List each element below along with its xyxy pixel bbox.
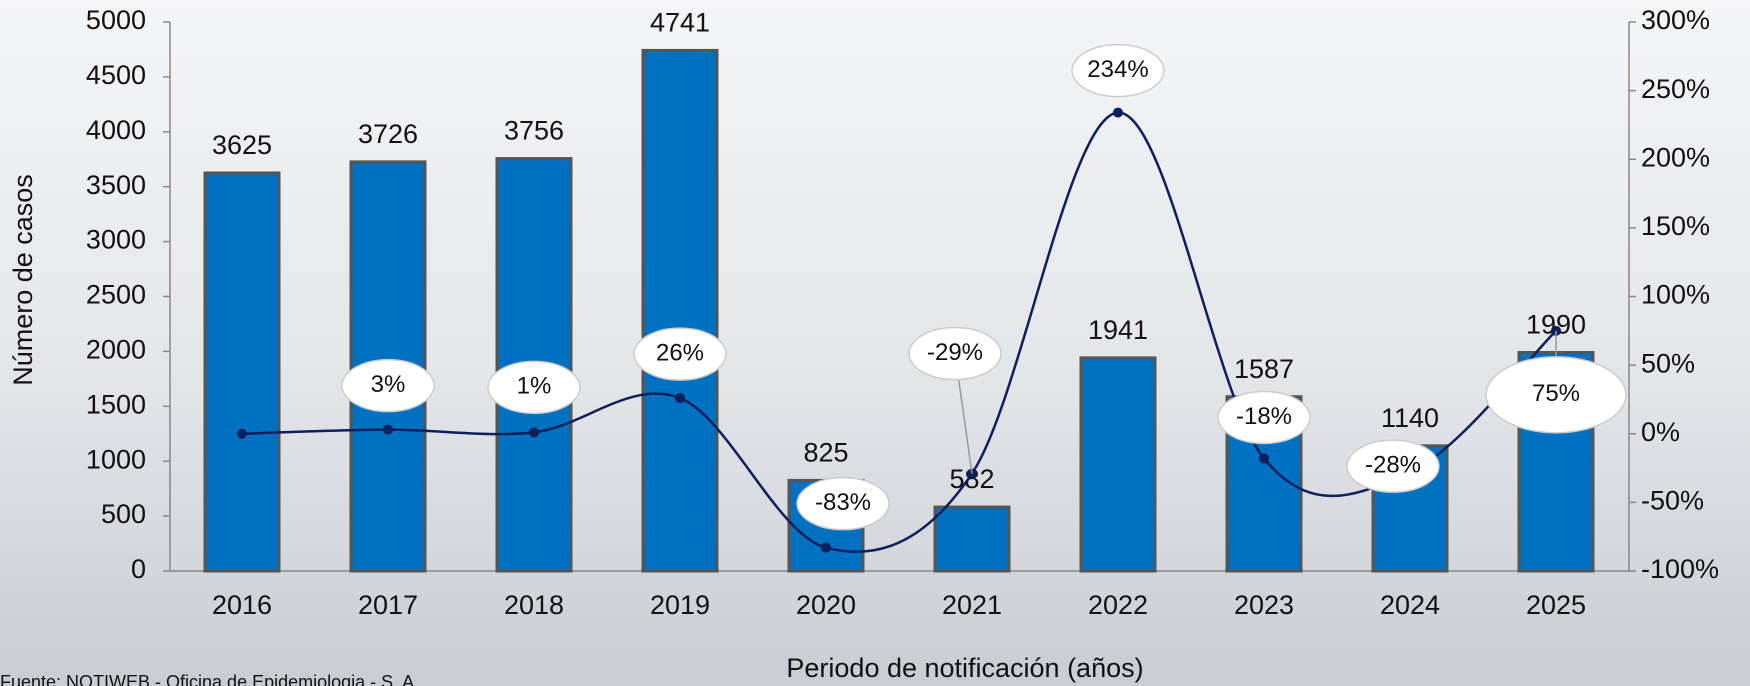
line [242,113,1556,552]
x-tick-label: 2019 [650,590,710,620]
line-value-label: 3% [371,371,406,398]
line-value-label: -28% [1365,452,1421,479]
y-axis-title: Número de casos [8,174,38,386]
x-tick-label: 2018 [504,590,564,620]
x-tick-label: 2023 [1234,590,1294,620]
x-tick-label: 2020 [796,590,856,620]
y-tick-label: 5000 [86,5,146,35]
x-tick-label: 2017 [358,590,418,620]
x-tick-label: 2022 [1088,590,1148,620]
line-point [1259,453,1269,463]
source-note: Fuente: NOTIWEB - Oficina de Epidemiolog… [0,672,419,686]
x-tick-label: 2016 [212,590,272,620]
x-tick-label: 2025 [1526,590,1586,620]
x-axis-title: Periodo de notificación (años) [786,653,1143,683]
y-tick-label: 4000 [86,115,146,145]
bar-value-label: 1941 [1088,315,1148,345]
line-value-label: -18% [1236,403,1292,430]
line-value-label: -83% [815,489,871,516]
chart: Número de casos Periodo de notificación … [0,0,1750,686]
y-tick-label: 3000 [86,225,146,255]
line-point [237,429,247,439]
y-tick-label: 2500 [86,280,146,310]
line-point [675,393,685,403]
bar-value-label: 1140 [1381,403,1439,433]
bar-value-label: 3756 [504,116,564,146]
y2-tick-label: 0% [1641,417,1680,447]
line-point [529,427,539,437]
bar [935,507,1009,571]
y2-tick-label: 300% [1641,5,1710,35]
line-point [1113,108,1123,118]
line-point [821,543,831,553]
y-tick-label: 4500 [86,60,146,90]
bar-value-label: 1587 [1234,354,1294,384]
line-value-label: 26% [656,339,704,366]
bar-value-label: 825 [803,438,848,468]
y-tick-label: 1500 [86,389,146,419]
line-value-label: 75% [1532,380,1580,407]
line-value-label: 234% [1087,56,1148,83]
bar-value-label: 3625 [212,130,272,160]
line-value-label: 1% [517,373,552,400]
bar-value-label: 4741 [650,8,710,38]
y2-tick-label: 150% [1641,211,1710,241]
y2-tick-label: 50% [1641,348,1695,378]
y-tick-label: 2000 [86,335,146,365]
y2-tick-label: 100% [1641,280,1710,310]
y2-tick-label: 250% [1641,74,1710,104]
bar-value-label: 3726 [358,119,418,149]
y2-tick-label: -50% [1641,486,1704,516]
x-tick-label: 2021 [942,590,1002,620]
y2-tick-label: -100% [1641,554,1719,584]
line-point [383,425,393,435]
bar [205,173,279,571]
y-tick-label: 1000 [86,444,146,474]
y2-tick-label: 200% [1641,142,1710,172]
bar [1081,358,1155,571]
y-tick-label: 500 [101,499,146,529]
bar [643,50,717,571]
y-tick-label: 3500 [86,170,146,200]
x-tick-label: 2024 [1380,590,1440,620]
line-value-label: -29% [927,339,983,366]
y-tick-label: 0 [131,554,146,584]
